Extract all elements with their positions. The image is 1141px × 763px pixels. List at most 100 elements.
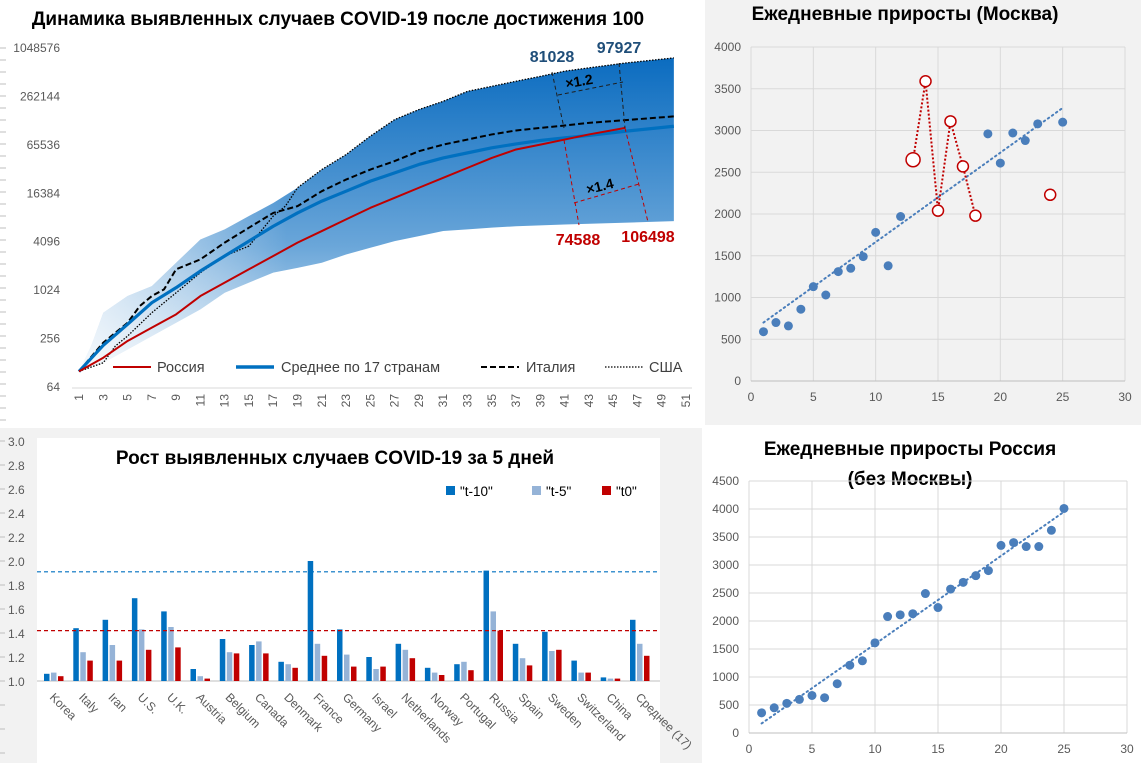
data-point (908, 609, 918, 619)
bar-t-5 (578, 672, 584, 681)
y-tick-label: 64 (47, 380, 61, 394)
data-point (796, 304, 806, 314)
y-tick-label: 1000 (714, 291, 741, 305)
x-tick-label: 9 (169, 394, 183, 401)
legend-swatch (532, 486, 541, 495)
x-tick-label: 29 (412, 394, 426, 408)
bar-t-5 (431, 672, 438, 681)
y-tick-label: 1500 (714, 249, 741, 263)
y-tick-label: 3500 (712, 530, 739, 544)
bar-t-5 (226, 652, 233, 681)
y-tick-label: 2.6 (8, 483, 25, 497)
x-tick-label: 35 (485, 394, 499, 408)
bar-t-10 (337, 629, 343, 681)
y-tick-label: 1.2 (8, 651, 25, 665)
y-tick-label: 1500 (712, 642, 739, 656)
bar-t0 (58, 676, 64, 681)
x-tick-label: 17 (266, 394, 280, 408)
bar-t0 (233, 653, 240, 681)
x-tick-label: 5 (810, 390, 817, 404)
x-tick-label: 20 (994, 742, 1008, 756)
data-point (1033, 119, 1043, 129)
moscow-daily-chart: Ежедневные приросты (Москва) 0 5 10 15 20 25 30… (705, 0, 1141, 425)
y-tick-label: 2.8 (8, 459, 25, 473)
bar-t-5 (168, 627, 174, 681)
bar-t0 (585, 672, 591, 681)
bar-t0 (292, 667, 298, 681)
data-point (782, 698, 792, 708)
x-tick-label: 31 (436, 394, 450, 408)
x-tick-label: 39 (533, 394, 547, 408)
series-line-dashed-black (78, 115, 674, 373)
bar-t0 (644, 655, 650, 681)
annotation-label: 106498 (621, 229, 674, 246)
y-tick-label: 3.0 (8, 435, 25, 449)
bar-t-10 (307, 561, 314, 681)
y-tick-label: 500 (721, 332, 741, 346)
data-point (996, 540, 1006, 550)
data-point (933, 603, 943, 613)
bar-t0 (438, 675, 445, 681)
legend-label: Италия (526, 360, 575, 376)
bar-t-5 (490, 611, 496, 681)
x-tick-label: 41 (558, 394, 572, 408)
data-point (807, 690, 817, 700)
data-point (871, 227, 881, 237)
data-point (1008, 128, 1018, 138)
legend-label: Среднее по 17 странам (281, 360, 440, 376)
data-point (846, 263, 856, 273)
data-point (1034, 542, 1044, 552)
bar-t-10 (395, 643, 402, 681)
bar-t0 (116, 660, 123, 681)
data-point (983, 566, 993, 576)
x-tick-label: 15 (242, 394, 256, 408)
data-point-outlier (1043, 188, 1057, 202)
legend-label: США (649, 360, 683, 376)
x-tick-label: 25 (1057, 742, 1071, 756)
chart-title: Ежедневные приросты (Москва) (752, 4, 1059, 25)
series-line-thick-blue (77, 124, 675, 373)
data-point (857, 656, 867, 666)
bar-t-10 (131, 598, 138, 681)
bar-t-5 (373, 669, 379, 681)
x-tick-label: 10 (868, 742, 882, 756)
y-tick-label: 2500 (712, 586, 739, 600)
data-point (1046, 525, 1056, 535)
annotation-label: 97927 (597, 40, 642, 57)
data-point (820, 693, 830, 703)
x-tick-label: 49 (655, 394, 669, 408)
data-point (1059, 503, 1069, 513)
y-tick-label: 1048576 (13, 41, 60, 55)
y-tick-label: 3000 (712, 558, 739, 572)
legend-label: "t-10" (460, 484, 493, 499)
data-point (896, 212, 906, 222)
chart-title: Рост выявленных случаев COVID-19 за 5 дн… (116, 448, 554, 469)
chart-title: (без Москвы) (848, 469, 973, 490)
bar-t-10 (161, 611, 167, 681)
y-tick-label: 4096 (33, 235, 60, 249)
y-tick-label: 500 (719, 698, 739, 712)
bar-t-5 (402, 649, 409, 681)
data-point (883, 261, 893, 271)
data-point (783, 321, 793, 331)
bar-t0 (145, 649, 152, 681)
bar-t-5 (138, 629, 145, 681)
russia-daily-chart: Ежедневные приросты Россия (без Москвы) 0 5… (712, 439, 1134, 756)
y-tick-label: 0 (734, 374, 741, 388)
data-point (883, 612, 893, 622)
cumulative-cases-chart: Динамика выявленных случаев COVID-19 пос… (0, 9, 693, 421)
bar-t-5 (197, 676, 203, 681)
bar-t0 (263, 653, 269, 681)
x-tick-label: 13 (218, 394, 232, 408)
legend-label: Россия (157, 360, 205, 376)
panel-background (705, 0, 1141, 425)
bar-t-5 (607, 678, 614, 681)
bar-t0 (87, 660, 93, 681)
data-point (832, 679, 842, 689)
y-tick-label: 2000 (712, 614, 739, 628)
x-tick-label: 20 (994, 390, 1008, 404)
x-tick-label: 45 (606, 394, 620, 408)
x-tick-label: 23 (339, 394, 353, 408)
series-line-solid-red (78, 126, 626, 373)
bar-t-10 (102, 619, 109, 681)
